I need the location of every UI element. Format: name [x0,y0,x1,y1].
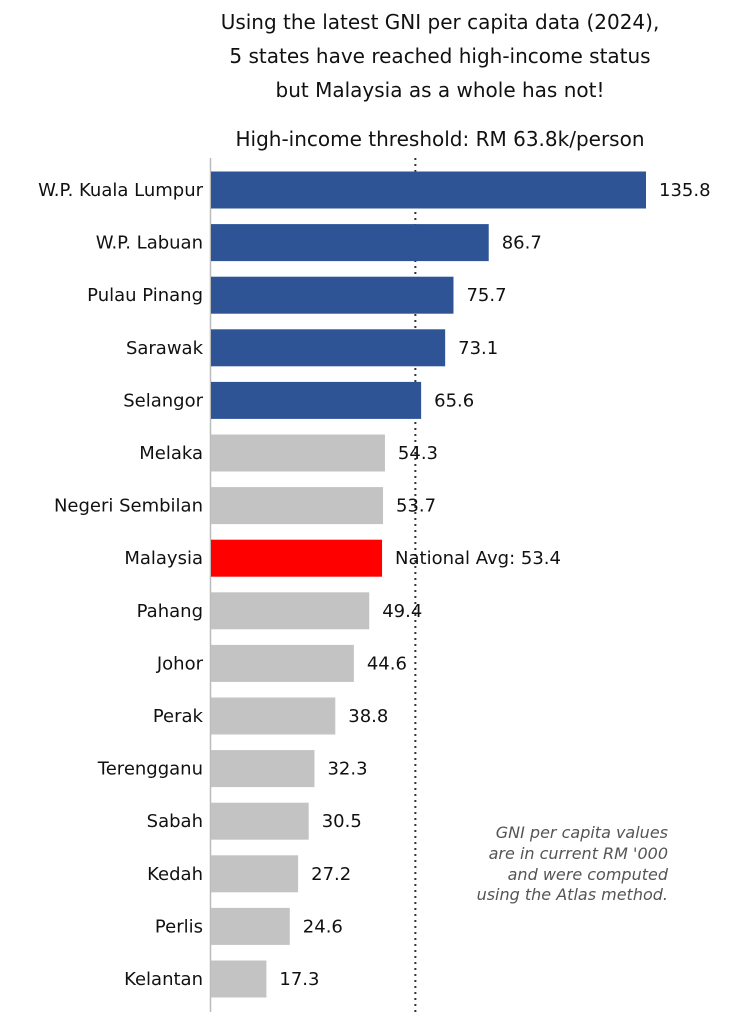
category-label: Johor [156,653,204,674]
footnote: GNI per capita values are in current RM … [477,823,669,904]
category-label: Malaysia [124,548,203,569]
category-label: Melaka [139,443,203,464]
bar [211,434,385,472]
chart-title: Using the latest GNI per capita data (20… [221,10,660,102]
value-label: 24.6 [303,916,343,937]
value-labels-group: 135.8 86.7 75.7 73.1 65.6 54.3 53.7 National Av… [279,180,710,990]
category-label: Terengganu [97,759,203,780]
value-label: 49.4 [382,601,422,622]
bar [211,907,290,945]
category-label: Negeri Sembilan [54,496,203,517]
category-label: Kelantan [124,969,203,990]
category-label: Sarawak [126,338,204,359]
bar [211,697,336,735]
value-label: 135.8 [659,180,711,201]
bar [211,329,446,367]
value-label: 17.3 [279,969,319,990]
bars-group [211,171,646,998]
national-avg-label: National Avg: 53.4 [395,548,561,569]
category-labels-group: W.P. Kuala Lumpur W.P. Labuan Pulau Pinang… [38,180,204,990]
category-label: Perlis [155,916,203,937]
category-label: Sabah [147,811,203,832]
bar [211,539,383,577]
title-line: Using the latest GNI per capita data (20… [221,10,660,34]
bar [211,592,370,630]
footnote-line: are in current RM '000 [489,844,668,863]
footnote-line: using the Atlas method. [477,885,668,904]
category-label: Selangor [123,390,203,411]
category-label: W.P. Kuala Lumpur [38,180,204,201]
bar [211,960,267,998]
footnote-line: and were computed [508,865,669,884]
bar [211,750,315,788]
category-label: Pulau Pinang [87,285,203,306]
value-label: 44.6 [367,653,407,674]
category-label: Perak [153,706,204,727]
value-label: 53.7 [396,496,436,517]
footnote-line: GNI per capita values [496,823,668,842]
value-label: 54.3 [398,443,438,464]
bar [211,644,354,682]
value-label: 65.6 [434,390,474,411]
bar [211,802,309,840]
category-label: W.P. Labuan [96,233,203,254]
bar [211,171,646,209]
title-line: 5 states have reached high-income status [229,44,650,68]
category-label: Kedah [147,864,203,885]
value-label: 86.7 [502,233,542,254]
bar [211,487,384,525]
bar [211,855,299,893]
value-label: 38.8 [348,706,388,727]
value-label: 27.2 [311,864,351,885]
value-label: 32.3 [327,759,367,780]
title-line: but Malaysia as a whole has not! [276,78,605,102]
value-label: 75.7 [466,285,506,306]
bar [211,276,454,314]
category-label: Pahang [137,601,203,622]
value-label: 73.1 [458,338,498,359]
value-label: 30.5 [322,811,362,832]
bar [211,224,489,262]
bar [211,381,422,419]
threshold-title: High-income threshold: RM 63.8k/person [236,127,645,151]
